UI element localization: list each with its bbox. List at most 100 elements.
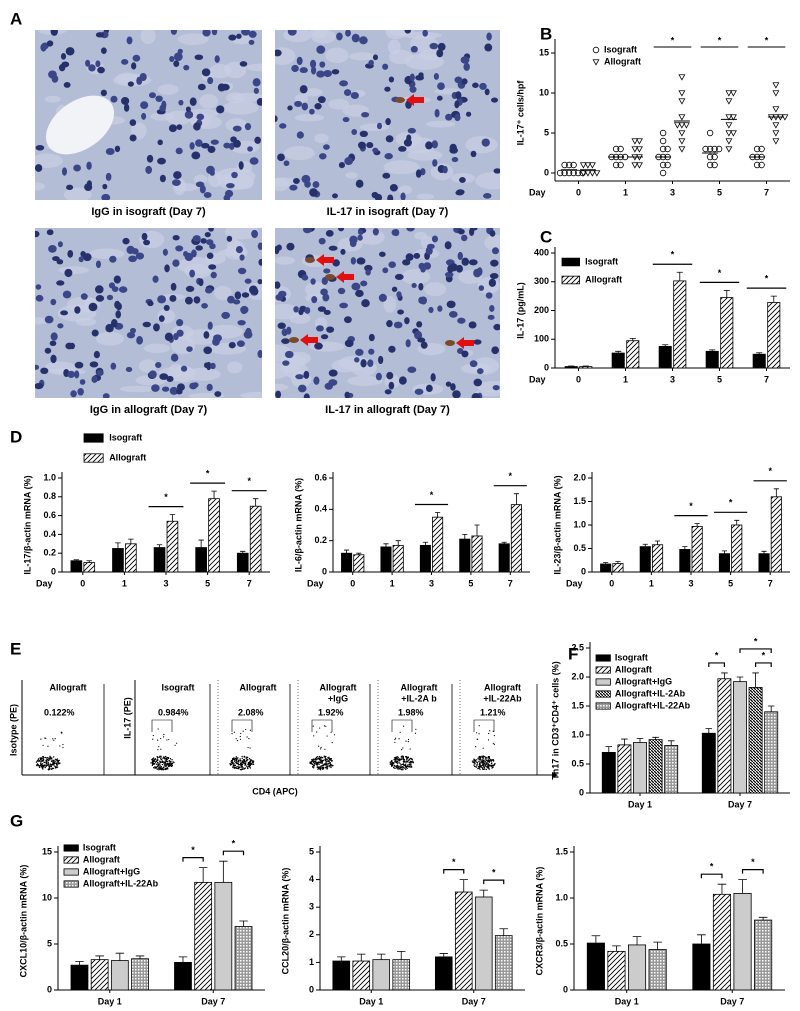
sig-bracket [708,662,725,667]
nucleus [298,309,304,316]
nucleus [161,386,170,392]
event [39,757,42,760]
stroma [407,149,443,161]
event [246,759,249,761]
error-bar [115,542,121,549]
event [398,738,400,740]
nucleus [201,68,211,77]
event [229,763,231,765]
nucleus [447,264,454,274]
event [320,746,322,749]
error-bar [654,540,661,545]
error-bar [632,936,642,945]
nucleus [143,239,151,246]
plot-title: Allograft [484,682,521,692]
nucleus [488,278,497,287]
event [157,756,159,759]
nucleus [322,293,330,302]
error-bar [705,728,713,734]
event [45,764,47,766]
nucleus [56,280,65,286]
event [42,758,44,760]
event [487,760,490,763]
stroma [208,342,247,355]
nucleus [207,321,213,330]
stroma [138,359,158,373]
nucleus [35,294,44,302]
event [245,728,247,731]
marker [729,90,737,97]
bar [208,498,220,573]
event [328,758,330,760]
event [404,763,407,765]
nucleus [418,282,424,291]
nucleus [434,109,440,118]
event [230,759,233,762]
event [241,765,244,768]
nucleus [131,62,137,70]
sig-star: * [689,501,693,511]
event [405,740,407,742]
nucleus [452,390,461,398]
stroma [314,133,329,144]
nucleus [311,296,318,304]
nucleus [382,63,389,70]
stroma [135,375,167,386]
nucleus [429,42,439,50]
marker [588,170,596,177]
nucleus [367,359,374,367]
nucleus [50,332,58,341]
nucleus [444,241,452,250]
nucleus [203,331,210,339]
stroma [35,317,49,325]
marker [772,90,780,97]
nucleus [198,278,204,287]
x-tick-label: 1 [623,374,628,384]
bar [341,552,353,573]
marker [678,138,686,145]
event [409,748,411,750]
event [163,763,165,765]
x-tick-label: 1 [649,578,654,588]
event [47,761,50,764]
gate-percent: 2.08% [238,707,264,717]
stroma [58,266,90,275]
nucleus [211,30,218,36]
x-tick-label: 3 [670,374,675,384]
nucleus [409,73,415,82]
y-axis-label: IL-23/β-actin mRNA (%) [552,475,562,574]
event [397,758,399,761]
y-tick-label: 400 [534,247,549,257]
error-bar [736,676,744,682]
error-bar [474,524,480,536]
event [152,738,154,740]
event [320,759,322,762]
event [406,758,408,761]
nucleus [73,164,81,172]
event [47,757,49,759]
x-tick-label: Day 7 [728,799,752,809]
nucleus [398,146,407,152]
event [234,757,237,760]
x-tick-label: Day 7 [201,996,225,1006]
stroma [349,52,376,61]
y-tick-label: 0.2 [43,548,56,558]
marker [635,146,643,153]
nucleus [469,360,478,368]
event [239,735,241,738]
marker [635,162,643,169]
nucleus [303,370,310,379]
nucleus [368,348,375,355]
event [408,764,411,766]
event [317,768,319,770]
nucleus [159,373,169,380]
event [47,745,49,747]
nucleus [314,342,323,350]
marker [715,145,723,153]
nucleus [415,74,424,81]
legend-label: Allograft+IL-22Ab [615,700,691,710]
sig-star: * [247,476,251,486]
nucleus [384,389,392,395]
bar [70,560,83,573]
stroma [328,98,350,110]
